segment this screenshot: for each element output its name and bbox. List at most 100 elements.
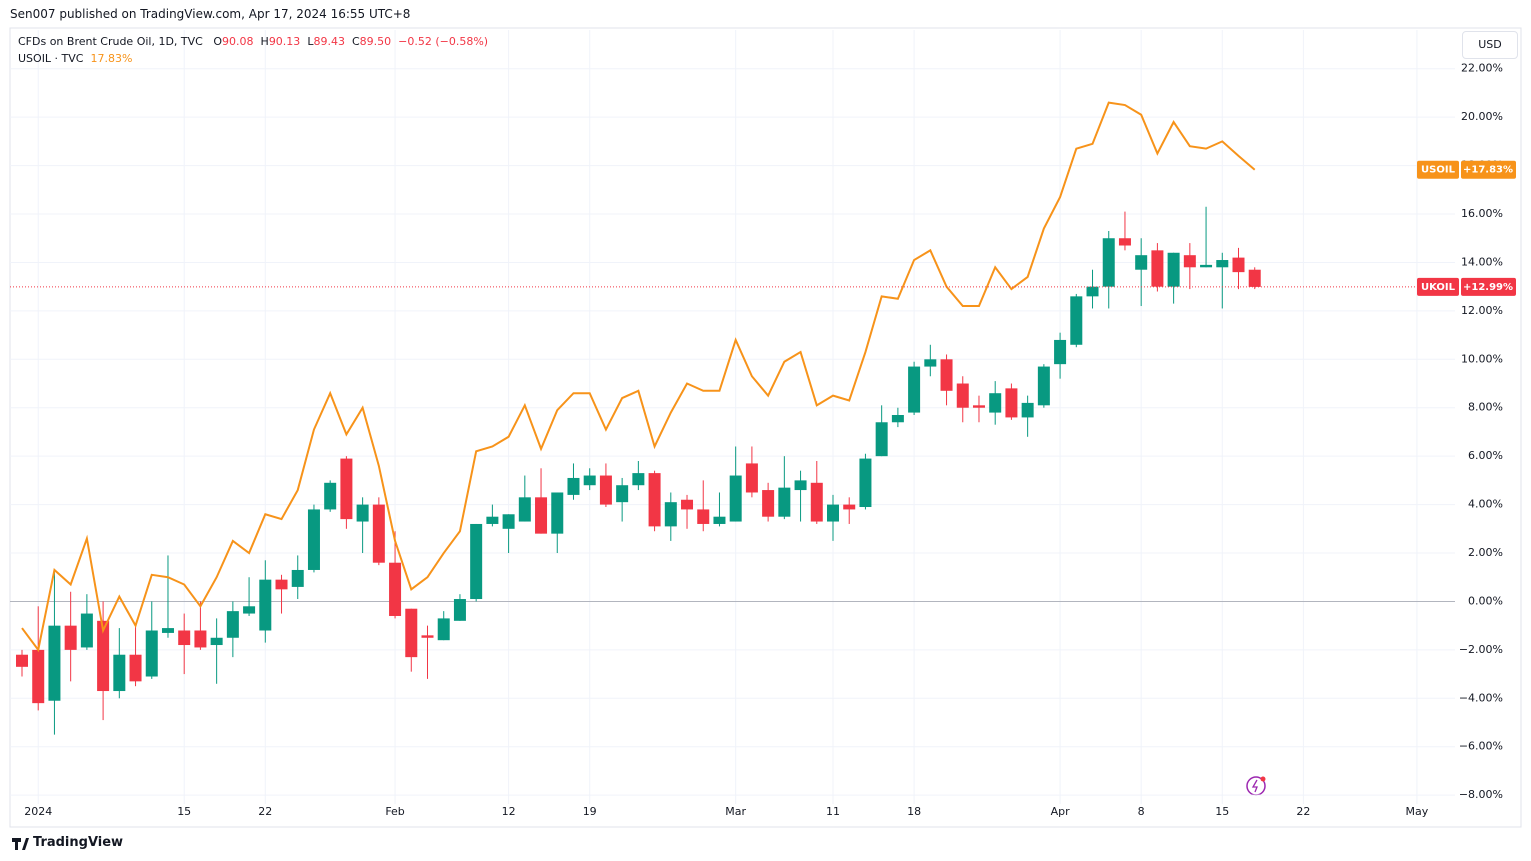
candle-body xyxy=(356,504,369,522)
y-tick-label: 16.00% xyxy=(1461,207,1503,220)
candle-body xyxy=(437,618,450,641)
candle-body xyxy=(1021,402,1034,418)
y-tick-label: 2.00% xyxy=(1468,546,1503,559)
candle-body xyxy=(16,654,28,667)
x-tick-label: 2024 xyxy=(24,805,52,818)
candle-body xyxy=(827,504,839,522)
publish-note: Sen007 published on TradingView.com, Apr… xyxy=(10,7,411,21)
candle-body xyxy=(535,497,548,534)
y-tick-label: −2.00% xyxy=(1459,643,1503,656)
candle-body xyxy=(486,516,499,524)
candle-body xyxy=(1135,255,1148,270)
y-tick-label: 20.00% xyxy=(1461,110,1503,123)
candle-body xyxy=(664,502,677,527)
candle-body xyxy=(145,630,158,677)
candle-body xyxy=(226,611,239,638)
candle-body xyxy=(1200,264,1213,268)
badge-value-bg xyxy=(1461,277,1516,296)
candle-body xyxy=(1086,286,1099,297)
candle-body xyxy=(1102,238,1115,287)
candle-body xyxy=(599,475,612,505)
ohlc-value: 89.50 xyxy=(359,35,392,48)
candle-body xyxy=(518,497,531,522)
candle-body xyxy=(129,654,142,682)
ohlc-key: O xyxy=(213,35,223,48)
brand: TradingView xyxy=(33,835,124,850)
x-tick-label: May xyxy=(1406,805,1429,818)
candle-body xyxy=(307,509,320,570)
candle-body xyxy=(1232,257,1245,273)
x-tick-label: 12 xyxy=(502,805,516,818)
candle-body xyxy=(1005,388,1018,418)
candle-body xyxy=(80,613,93,648)
candle-body xyxy=(453,599,466,621)
candle-body xyxy=(956,383,969,408)
candle-body xyxy=(908,366,921,413)
y-tick-label: 12.00% xyxy=(1461,304,1503,317)
ohlc-key: H xyxy=(260,35,269,48)
y-tick-label: −4.00% xyxy=(1459,691,1503,704)
badge-value-bg xyxy=(1461,160,1516,179)
candle-body xyxy=(778,487,791,517)
y-tick-label: 14.00% xyxy=(1461,255,1503,268)
ohlc-value: 90.13 xyxy=(268,35,301,48)
candle-body xyxy=(745,463,758,493)
x-tick-label: 22 xyxy=(1296,805,1310,818)
candle-body xyxy=(340,458,353,520)
candle-body xyxy=(1118,238,1131,246)
candle-body xyxy=(567,477,580,495)
candle-body xyxy=(940,359,953,391)
x-tick-label: 18 xyxy=(907,805,921,818)
candle-body xyxy=(1151,250,1164,287)
candle-body xyxy=(178,630,191,646)
grid xyxy=(10,30,1455,804)
candle-body xyxy=(48,625,61,701)
candle-body xyxy=(1248,269,1261,287)
currency-button[interactable]: USD xyxy=(1462,31,1518,59)
candle-body xyxy=(32,649,45,704)
candle-body xyxy=(875,422,888,457)
symbol-title: CFDs on Brent Crude Oil, 1D, TVC xyxy=(18,35,203,48)
candle-body xyxy=(389,562,402,616)
candle-body xyxy=(1070,296,1083,345)
compare-title: USOIL · TVC xyxy=(18,52,84,65)
x-tick-label: Apr xyxy=(1051,805,1071,818)
alert-icon xyxy=(1246,776,1266,796)
candle-body xyxy=(551,492,564,534)
x-tick-label: 22 xyxy=(258,805,272,818)
badge-name: USOIL xyxy=(1421,165,1456,176)
candle-body xyxy=(1037,366,1050,406)
candle-body xyxy=(632,473,645,486)
y-tick-label: 10.00% xyxy=(1461,352,1503,365)
chart-frame xyxy=(9,27,1522,828)
candle-body xyxy=(1167,252,1180,287)
candle-body xyxy=(810,482,823,522)
candle-body xyxy=(97,620,110,692)
candle-body xyxy=(259,579,272,631)
candle-body xyxy=(729,475,742,522)
compare-value: 17.83% xyxy=(90,52,133,65)
x-tick-label: Mar xyxy=(725,805,746,818)
badge-value: +12.99% xyxy=(1463,282,1513,293)
y-tick-label: 6.00% xyxy=(1468,449,1503,462)
candle-body xyxy=(1183,255,1196,268)
badge-name: UKOIL xyxy=(1421,282,1456,293)
candle-body xyxy=(243,606,256,614)
x-tick-label: 15 xyxy=(1215,805,1229,818)
candle-body xyxy=(989,393,1002,413)
candle-body xyxy=(1216,260,1229,268)
ohlc-key: C xyxy=(351,35,360,48)
candle-body xyxy=(972,405,985,408)
y-tick-label: −6.00% xyxy=(1459,740,1503,753)
x-tick-label: 15 xyxy=(177,805,191,818)
candle-body xyxy=(470,523,483,600)
candle-body xyxy=(681,499,694,510)
legend-compare: USOIL · TVC 17.83% xyxy=(18,52,132,65)
x-tick-label: 19 xyxy=(583,805,597,818)
x-tick-label: 8 xyxy=(1138,805,1145,818)
candle-body xyxy=(405,608,418,658)
candle-body xyxy=(275,579,288,590)
candle-body xyxy=(194,630,207,648)
candle-body xyxy=(891,415,904,423)
